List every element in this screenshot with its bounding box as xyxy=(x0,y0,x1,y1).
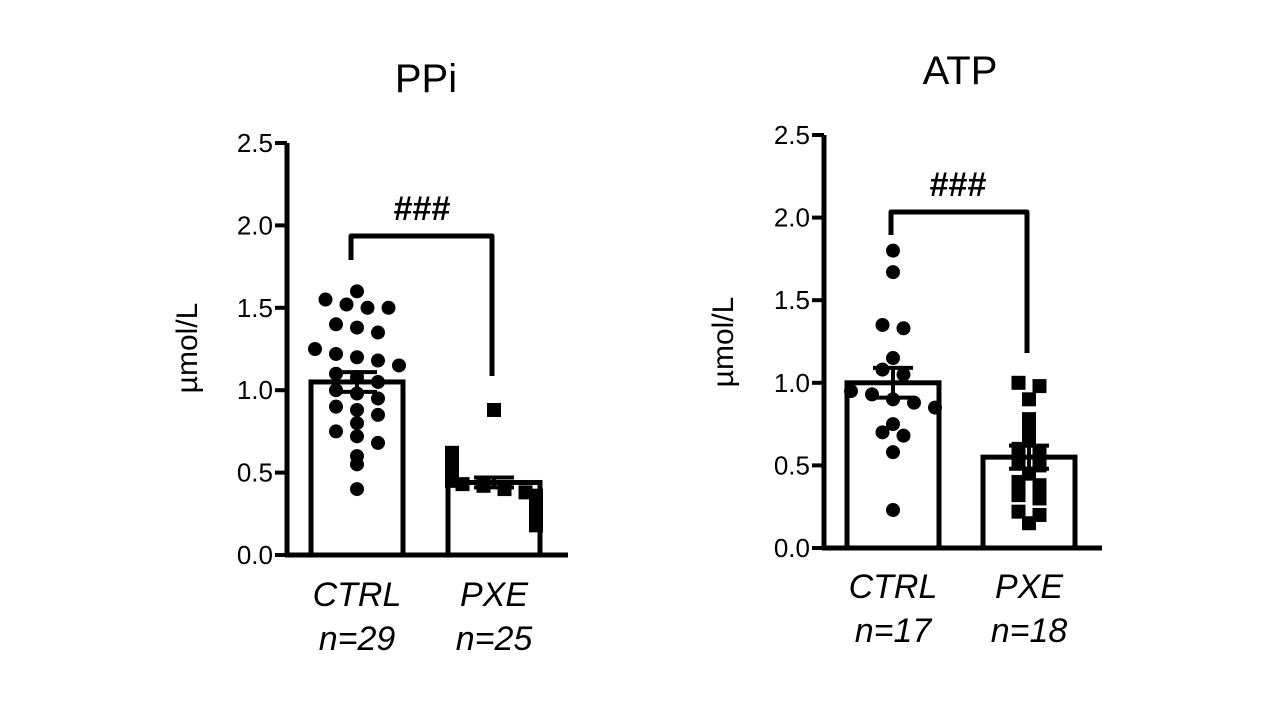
atp-pxe-point xyxy=(1022,412,1036,427)
ppi-category-pxe-label: PXE xyxy=(460,576,528,614)
ppi-pxe-point xyxy=(529,518,543,533)
atp-pxe-point xyxy=(1011,375,1026,390)
ppi-ctrl-point xyxy=(371,374,385,389)
atp-ctrl-point xyxy=(886,351,900,366)
ppi-y-axis-label: µmol/L xyxy=(171,303,204,394)
atp-y-tick-label: 2.0 xyxy=(774,203,810,233)
atp-bar-ctrl xyxy=(844,380,942,551)
ppi-panel: PPi µmol/L CTRL PXE n=29 n=25 ### 0.0 0.5… xyxy=(171,57,568,658)
atp-y-tick-label: 0.0 xyxy=(774,533,810,563)
ppi-y-tick-label: 1.5 xyxy=(237,293,273,323)
ppi-ctrl-point xyxy=(350,320,364,335)
atp-significance-bracket xyxy=(888,209,1030,353)
ppi-ctrl-point xyxy=(371,353,385,368)
ppi-ctrl-point xyxy=(360,300,375,315)
atp-pxe-point xyxy=(1011,488,1026,503)
ppi-ctrl-point xyxy=(329,399,343,414)
atp-pxe-point xyxy=(1032,491,1047,506)
ppi-ctrl-point xyxy=(371,325,385,340)
atp-pxe-point xyxy=(1032,379,1047,394)
atp-category-ctrl-label: CTRL xyxy=(849,568,938,606)
atp-n-ctrl-label: n=17 xyxy=(855,612,933,650)
ppi-significance-bracket xyxy=(348,233,495,376)
atp-ctrl-point xyxy=(886,243,900,258)
ppi-ctrl-point xyxy=(350,482,364,497)
atp-ctrl-point xyxy=(886,445,900,460)
ppi-ctrl-point xyxy=(308,342,322,356)
ppi-ctrl-point xyxy=(329,346,343,361)
atp-pxe-point xyxy=(1022,516,1036,531)
ppi-n-ctrl-label: n=29 xyxy=(319,620,396,658)
atp-pxe-point xyxy=(1011,455,1026,470)
atp-ctrl-point xyxy=(896,428,911,443)
atp-ctrl-point xyxy=(886,503,900,518)
atp-y-tick-label: 1.0 xyxy=(774,368,810,398)
ppi-ctrl-point xyxy=(350,284,364,299)
atp-ctrl-point xyxy=(896,321,911,336)
ppi-ctrl-point xyxy=(350,416,364,431)
atp-category-pxe-label: PXE xyxy=(995,568,1063,606)
ppi-ctrl-point xyxy=(381,300,396,315)
ppi-y-tick-label: 0.5 xyxy=(237,458,273,488)
atp-y-tick-label: 2.5 xyxy=(774,120,810,150)
atp-pxe-point xyxy=(1032,445,1047,460)
atp-pxe-point xyxy=(1032,478,1047,493)
ppi-ctrl-point xyxy=(350,402,364,417)
atp-significance-label: ### xyxy=(930,166,987,204)
atp-pxe-point xyxy=(1011,504,1026,519)
atp-ctrl-point xyxy=(875,317,890,332)
atp-pxe-point xyxy=(1022,392,1036,407)
atp-panel: ATP µmol/L CTRL PXE n=17 n=18 ### 0.0 0.5… xyxy=(707,49,1102,650)
ppi-pxe-point xyxy=(487,402,501,417)
ppi-ctrl-point xyxy=(329,317,343,332)
atp-ctrl-point xyxy=(886,265,900,280)
ppi-n-pxe-label: n=25 xyxy=(456,620,533,658)
ppi-ctrl-point xyxy=(339,297,354,312)
ppi-ctrl-point xyxy=(350,350,364,365)
atp-ctrl-point xyxy=(844,384,858,399)
ppi-ctrl-point xyxy=(329,424,343,439)
atp-y-tick-label: 0.5 xyxy=(774,450,810,480)
ppi-title: PPi xyxy=(395,57,457,101)
ppi-ctrl-point xyxy=(371,391,385,406)
ppi-y-tick-label: 2.5 xyxy=(237,128,273,158)
ppi-ctrl-point xyxy=(371,435,385,450)
atp-ctrl-point xyxy=(896,367,911,382)
ppi-y-tick-label: 0.0 xyxy=(237,540,273,570)
atp-title: ATP xyxy=(923,49,998,93)
atp-n-pxe-label: n=18 xyxy=(991,612,1068,650)
ppi-y-tick-label: 2.0 xyxy=(237,210,273,240)
atp-ctrl-point xyxy=(886,417,900,432)
ppi-ctrl-point xyxy=(392,358,406,373)
atp-ctrl-point xyxy=(928,400,942,415)
ppi-ctrl-point xyxy=(371,407,385,422)
atp-y-tick-label: 1.5 xyxy=(774,285,810,315)
ppi-ctrl-point xyxy=(350,457,364,472)
ppi-significance-label: ### xyxy=(394,190,451,228)
atp-pxe-point xyxy=(1011,474,1026,489)
ppi-ctrl-point xyxy=(318,292,333,307)
ppi-category-ctrl-label: CTRL xyxy=(313,576,402,614)
ppi-ctrl-point xyxy=(350,429,364,444)
ppi-pxe-point xyxy=(455,477,470,492)
atp-y-axis-label: µmol/L xyxy=(707,297,740,388)
ppi-y-tick-label: 1.0 xyxy=(237,375,273,405)
atp-ctrl-point xyxy=(875,425,890,440)
